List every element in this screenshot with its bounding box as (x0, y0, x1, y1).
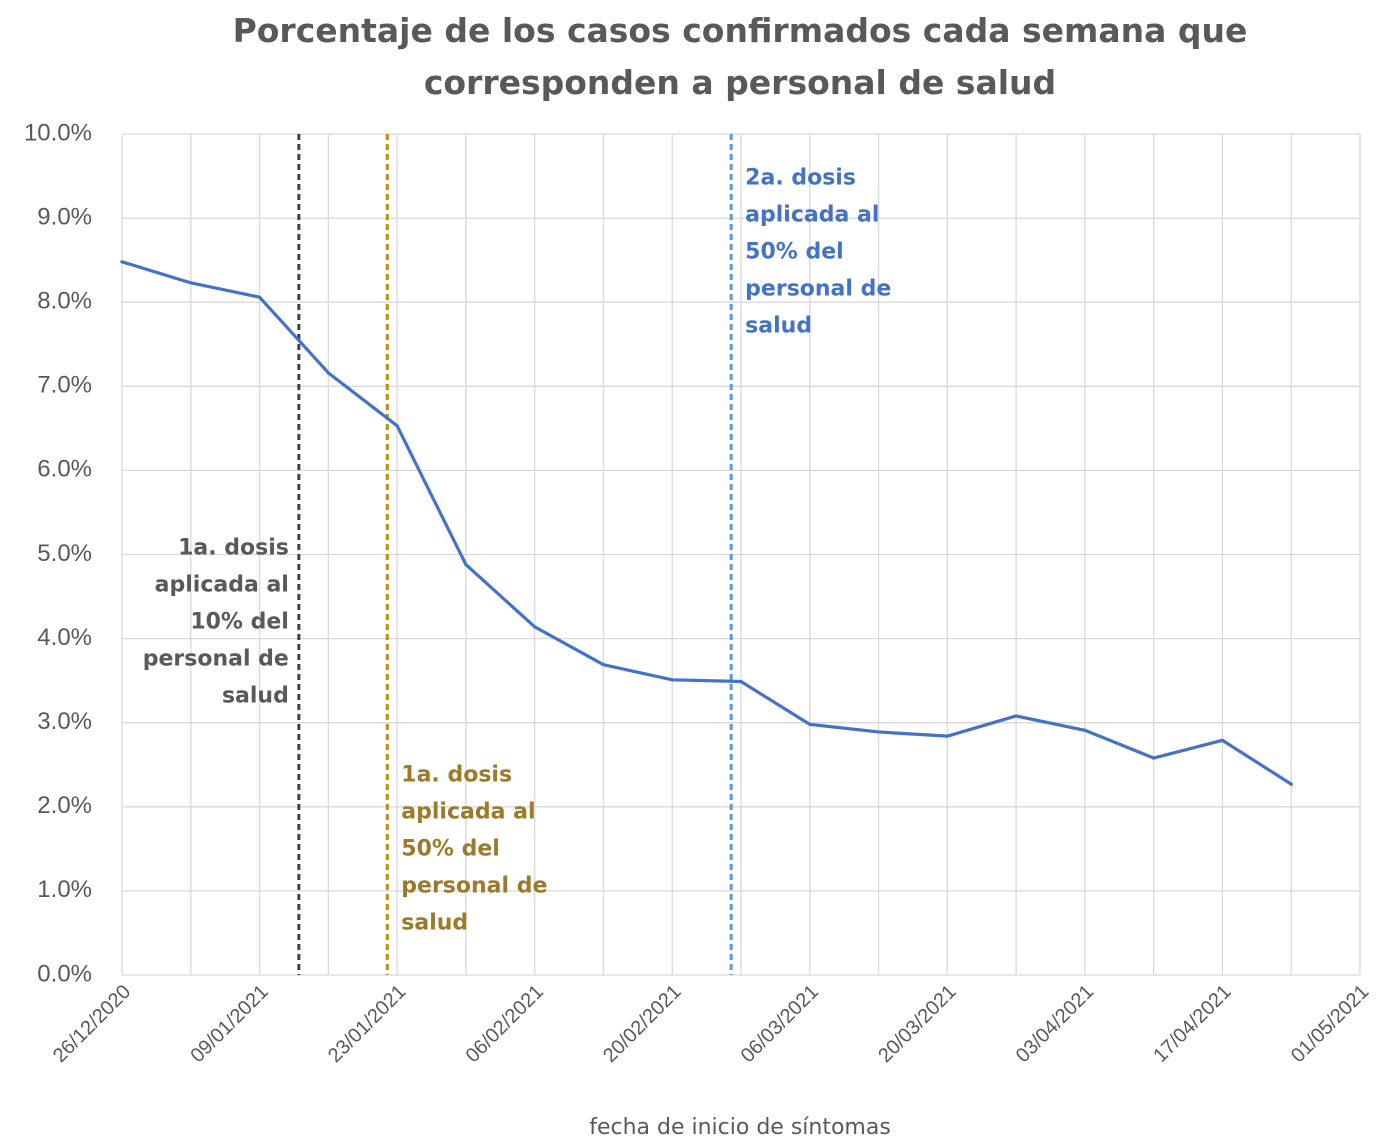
chart-title-line-2: corresponden a personal de salud (424, 63, 1056, 102)
chart-title-line-1: Porcentaje de los casos confirmados cada… (233, 11, 1248, 50)
vertical-markers (297, 134, 733, 975)
data-point (257, 295, 262, 299)
data-point (533, 625, 537, 629)
marker-annotation-3-line: salud (745, 313, 812, 338)
y-tick-label: 8.0% (37, 288, 92, 315)
x-tick-label: 17/04/2021 (1149, 981, 1235, 1067)
x-tick-label: 09/01/2021 (186, 981, 272, 1067)
marker-annotation-2-line: 1a. dosis (401, 763, 512, 788)
marker-annotation-2-line: personal de (401, 874, 547, 899)
y-axis-ticks: 0.0% 1.0% 2.0% 3.0% 4.0% 5.0% 6.0% 7.0% 8.0% 9.0%… (24, 119, 92, 987)
data-point (670, 678, 674, 682)
data-point (1289, 782, 1293, 786)
chart-title: Porcentaje de los casos confirmados cada… (233, 11, 1248, 102)
x-tick-label: 03/04/2021 (1012, 981, 1098, 1067)
data-point (120, 260, 124, 264)
gridlines (121, 133, 1361, 976)
data-point (601, 663, 606, 667)
marker-annotations: 1a. dosis aplicada al 10% del personal de sa… (143, 165, 892, 935)
y-tick-label: 9.0% (37, 203, 92, 230)
marker-annotation-3-line: aplicada al (745, 202, 879, 227)
data-point (326, 371, 330, 375)
data-point (808, 722, 812, 726)
marker-annotation-2-line: aplicada al (401, 800, 535, 825)
x-tick-label: 20/03/2021 (874, 981, 960, 1067)
data-point (464, 562, 468, 567)
data-point (395, 424, 399, 428)
y-tick-label: 10.0% (24, 119, 92, 146)
marker-annotation-1-line: 10% del (190, 610, 289, 635)
y-tick-label: 7.0% (37, 372, 92, 399)
x-axis-label: fecha de inicio de síntomas (589, 1115, 891, 1140)
x-axis-ticks: 26/12/2020 09/01/2021 23/01/2021 06/02/2021… (49, 981, 1373, 1067)
y-tick-label: 4.0% (37, 624, 92, 651)
y-tick-label: 1.0% (37, 876, 92, 903)
marker-annotation-3-line: personal de (745, 276, 891, 301)
x-tick-label: 20/02/2021 (599, 981, 685, 1067)
x-tick-label: 01/05/2021 (1287, 981, 1373, 1067)
y-tick-label: 6.0% (37, 456, 92, 483)
data-point (876, 730, 881, 734)
data-point (1152, 756, 1156, 760)
y-tick-label: 3.0% (37, 708, 92, 735)
marker-annotation-3-line: 50% del (745, 239, 844, 264)
x-tick-label: 06/03/2021 (737, 981, 823, 1067)
data-point (189, 281, 193, 285)
marker-annotation-1-line: 1a. dosis (178, 536, 289, 561)
y-tick-label: 0.0% (37, 960, 92, 987)
series-layer (120, 260, 1293, 786)
y-tick-label: 5.0% (37, 540, 92, 567)
data-point (945, 734, 949, 738)
marker-annotation-1-line: personal de (143, 647, 289, 672)
x-tick-label: 06/02/2021 (462, 981, 548, 1067)
marker-annotation-2-line: 50% del (401, 837, 500, 862)
data-point (739, 679, 743, 684)
marker-annotation-1-line: salud (222, 684, 289, 709)
data-point (1083, 728, 1087, 732)
x-tick-label: 26/12/2020 (49, 981, 135, 1067)
series-line (120, 260, 1293, 786)
marker-annotation-2-line: salud (401, 911, 468, 936)
marker-annotation-1-line: aplicada al (155, 573, 289, 598)
data-point (1220, 738, 1225, 742)
data-point (1014, 714, 1018, 718)
x-tick-label: 23/01/2021 (324, 981, 410, 1067)
y-tick-label: 2.0% (37, 792, 92, 819)
marker-annotation-3-line: 2a. dosis (745, 165, 856, 190)
